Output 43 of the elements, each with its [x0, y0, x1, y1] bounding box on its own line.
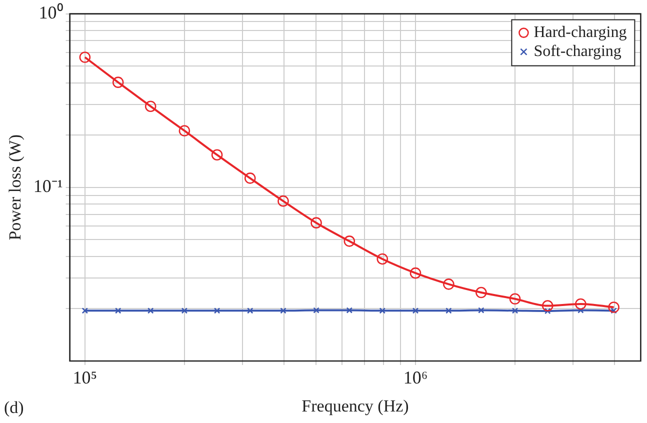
point [82, 308, 88, 314]
point [181, 308, 188, 314]
point [412, 308, 419, 314]
point [346, 307, 353, 314]
point [512, 308, 518, 314]
x-tick-label: 10⁵ [72, 368, 98, 388]
legend-label: Hard-charging [534, 24, 627, 42]
point [114, 308, 122, 314]
point [446, 308, 452, 314]
point [147, 308, 154, 314]
y-tick-label: 10⁻¹ [33, 176, 63, 196]
point [578, 307, 584, 314]
point [246, 308, 254, 314]
point [310, 217, 322, 228]
point [178, 125, 190, 136]
point [610, 308, 617, 314]
point [509, 293, 521, 305]
point [478, 307, 484, 314]
point [278, 195, 289, 207]
point [443, 278, 454, 290]
y-axis-title: Power loss (W) [6, 134, 25, 240]
point [376, 253, 388, 265]
point [542, 300, 554, 312]
point [575, 298, 586, 310]
point [211, 149, 223, 160]
point [144, 100, 156, 112]
point [544, 308, 551, 314]
point [244, 172, 256, 184]
point [214, 308, 220, 314]
point [608, 302, 620, 313]
legend-label: Soft-charging [534, 43, 622, 60]
y-tick-label: 10⁰ [38, 2, 63, 23]
point [280, 308, 286, 314]
point [112, 76, 124, 88]
x-tick-label: 10⁶ [403, 368, 428, 388]
point [410, 267, 422, 279]
point [344, 236, 356, 247]
x-axis-title: Frequency (Hz) [302, 396, 409, 416]
text: (d) [4, 398, 24, 417]
point [79, 52, 91, 63]
point [476, 286, 487, 298]
point [313, 307, 320, 314]
point [379, 308, 386, 314]
